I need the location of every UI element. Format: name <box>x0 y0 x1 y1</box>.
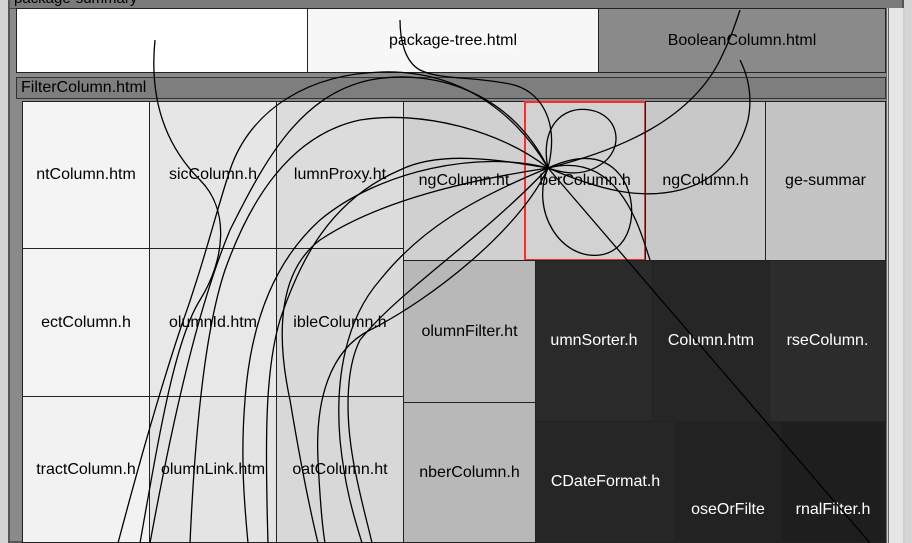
cell-sorting-column[interactable]: ngColumn.ht <box>403 101 525 261</box>
package-header-label: package-summary <box>14 0 137 7</box>
cell-label: ngColumn.h <box>662 172 749 189</box>
cell-label: oatColumn.ht <box>292 460 388 478</box>
cell-label: ibleColumn.h <box>293 313 387 331</box>
cell-label: rnalFilter.h <box>795 501 871 518</box>
cell-float-column[interactable]: oatColumn.ht <box>276 396 404 543</box>
cell-label: lumnProxy.ht <box>293 166 387 183</box>
cell-label: umnSorter.h <box>550 332 638 349</box>
cell-number-column-selected[interactable]: berColumn.h <box>524 101 646 261</box>
cell-label: CDateFormat.h <box>550 473 661 490</box>
cell-label: berColumn.h <box>539 172 631 189</box>
top-cell-boolean-column[interactable]: BooleanColumn.html <box>598 8 886 73</box>
cell-column-id[interactable]: olumnId.htm <box>149 248 277 397</box>
cell-basic-column[interactable]: sicColumn.h <box>149 101 277 249</box>
cell-label: olumnLink.htm <box>160 460 266 478</box>
cell-column-proxy[interactable]: lumnProxy.ht <box>276 101 404 249</box>
cell-label: ntColumn.htm <box>36 166 136 183</box>
top-cell-boolean-column-label: BooleanColumn.html <box>667 31 817 49</box>
cell-column-sorter[interactable]: umnSorter.h <box>535 260 653 422</box>
cell-label: ectColumn.h <box>41 313 131 331</box>
cell-number-column-2[interactable]: nberColumn.h <box>403 402 536 543</box>
cell-label: ge-summar <box>785 172 866 189</box>
top-cell-blank[interactable] <box>16 8 308 73</box>
cell-string-column[interactable]: ngColumn.h <box>645 101 766 261</box>
cell-double-column[interactable]: ibleColumn.h <box>276 248 404 397</box>
section-title-filter-column[interactable]: FilterColumn.html <box>16 77 886 99</box>
right-edge-strip-inner <box>888 8 903 543</box>
cell-reverse-column[interactable]: rseColumn. <box>769 260 886 422</box>
cell-package-summary[interactable]: ge-summar <box>765 101 886 261</box>
cell-select-column[interactable]: ectColumn.h <box>22 248 150 397</box>
cell-label: olumnId.htm <box>168 313 258 331</box>
cell-label: Column.htm <box>667 332 755 349</box>
cell-column-filter[interactable]: olumnFilter.ht <box>403 260 536 403</box>
cell-choose-or-filter[interactable]: oseOrFilte <box>675 421 781 543</box>
top-cell-package-tree-label: package-tree.html <box>388 31 518 50</box>
cell-date-format[interactable]: CDateFormat.h <box>535 421 676 543</box>
cell-label: olumnFilter.ht <box>421 322 518 340</box>
cell-external-filter[interactable]: rnalFilter.h <box>780 421 886 543</box>
cell-abstract-column-2[interactable]: tractColumn.h <box>22 396 150 543</box>
cell-column-link[interactable]: olumnLink.htm <box>149 396 277 543</box>
cell-label: nberColumn.h <box>419 463 520 481</box>
cell-long-column[interactable]: Column.htm <box>652 260 770 422</box>
top-cell-package-tree[interactable]: package-tree.html <box>307 8 599 73</box>
cell-label: oseOrFilte <box>691 501 765 518</box>
cell-label: tractColumn.h <box>36 460 136 478</box>
cell-label: rseColumn. <box>786 332 869 349</box>
cell-label: ngColumn.ht <box>418 172 510 189</box>
cell-label: sicColumn.h <box>168 166 258 183</box>
cell-abstract-column[interactable]: ntColumn.htm <box>22 101 150 249</box>
